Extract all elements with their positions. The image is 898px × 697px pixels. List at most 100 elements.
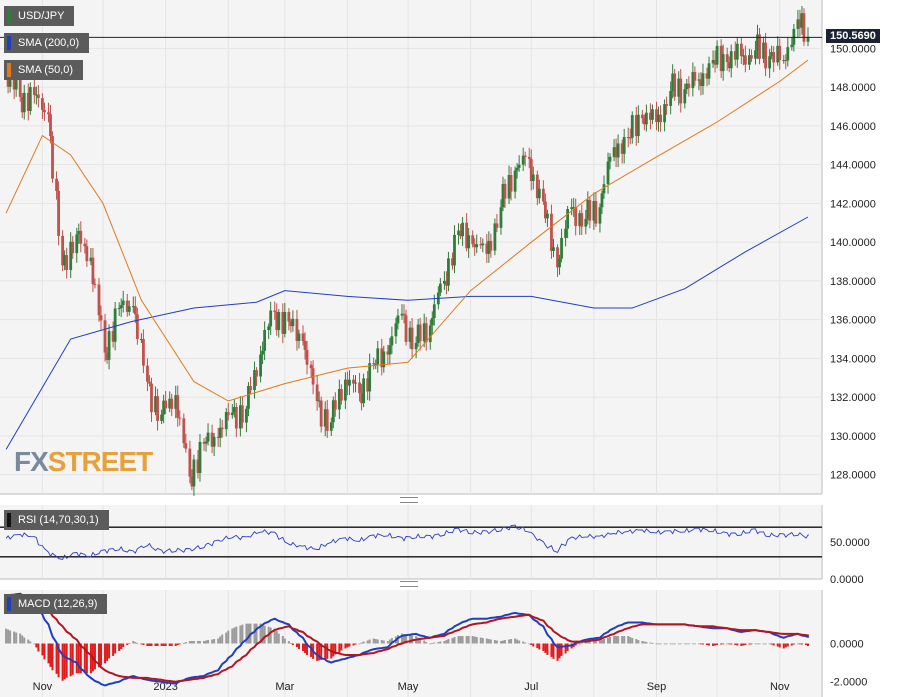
- macd-histogram-bar: [613, 636, 616, 644]
- macd-histogram-bar: [277, 633, 280, 644]
- candle-body: [711, 60, 715, 64]
- macd-histogram-bar: [556, 643, 559, 661]
- candle-body: [408, 327, 412, 342]
- macd-histogram-bar: [431, 643, 434, 644]
- macd-histogram-bar: [641, 641, 644, 644]
- candle-body: [800, 13, 804, 28]
- symbol-tag[interactable]: USD/JPY: [4, 6, 75, 26]
- candle-body: [192, 459, 196, 487]
- candle-body: [513, 170, 517, 192]
- candle-body: [230, 412, 234, 416]
- candle-body: [806, 36, 810, 42]
- macd-histogram-bar: [334, 643, 337, 655]
- macd-histogram-bar: [530, 643, 533, 645]
- candle-body: [467, 235, 471, 249]
- macd-histogram-bar: [621, 636, 624, 644]
- macd-histogram-bar: [318, 643, 321, 661]
- macd-histogram-bar: [693, 643, 696, 645]
- macd-histogram-bar: [645, 642, 648, 644]
- candles: [6, 6, 810, 496]
- macd-histogram-bar: [499, 641, 502, 644]
- macd-histogram-bar: [75, 643, 78, 674]
- macd-histogram-bar: [122, 643, 125, 647]
- macd-histogram-bar: [57, 643, 60, 678]
- candle-body: [111, 331, 115, 342]
- sma200-tag[interactable]: SMA (200,0): [4, 33, 90, 53]
- candle-body: [354, 382, 357, 384]
- candle-body: [665, 104, 668, 106]
- candle-body: [445, 280, 448, 286]
- macd-histogram-bar: [287, 641, 290, 644]
- macd-histogram-bar: [627, 636, 630, 644]
- candle-body: [594, 201, 598, 224]
- candle-body: [552, 247, 555, 252]
- macd-histogram-bar: [800, 643, 803, 645]
- macd-histogram-bar: [33, 643, 36, 645]
- candle-body: [669, 91, 673, 106]
- candle-body: [380, 348, 384, 368]
- candle-body: [517, 164, 521, 168]
- rsi-pane-resize-handle[interactable]: [400, 497, 418, 503]
- candle-body: [410, 327, 414, 350]
- candle-body: [160, 414, 163, 421]
- rsi-tag[interactable]: RSI (14,70,30,1): [4, 510, 109, 530]
- macd-histogram-bar: [453, 637, 456, 644]
- candle-body: [41, 98, 44, 110]
- candle-body: [362, 378, 365, 404]
- candle-body: [776, 45, 780, 63]
- macd-pane-resize-handle[interactable]: [400, 581, 418, 587]
- price-y-tick-label: 136.0000: [830, 315, 876, 327]
- macd-histogram-bar: [354, 643, 357, 645]
- macd-histogram-bar: [134, 642, 137, 644]
- macd-histogram-bar: [487, 639, 490, 644]
- macd-histogram-bar: [63, 643, 66, 680]
- macd-histogram-bar: [508, 639, 511, 644]
- macd-histogram-bar: [156, 643, 159, 646]
- macd-histogram-bar: [255, 623, 258, 644]
- rsi-y-tick-label: 0.0000: [830, 574, 864, 586]
- candle-body: [245, 408, 248, 423]
- candle-body: [297, 333, 301, 341]
- macd-histogram-bar: [368, 639, 371, 644]
- macd-histogram-bar: [132, 641, 135, 644]
- candle-body: [683, 89, 687, 104]
- candle-body: [273, 310, 277, 312]
- macd-y-tick-label: 0.0000: [830, 639, 864, 651]
- macd-histogram-bar: [352, 643, 355, 646]
- candle-body: [255, 370, 258, 377]
- candle-body: [790, 44, 794, 48]
- macd-histogram-bar: [162, 643, 165, 646]
- sma50-tag[interactable]: SMA (50,0): [4, 60, 84, 80]
- sma50-color-swatch: [7, 63, 11, 77]
- macd-histogram-bar: [425, 642, 428, 644]
- candle-body: [142, 338, 145, 366]
- macd-histogram-bar: [182, 643, 185, 644]
- macd-histogram-bar: [677, 643, 680, 645]
- candle-body: [556, 247, 559, 268]
- rsi-y-tick-label: 50.0000: [830, 537, 870, 549]
- macd-histogram-bar: [136, 643, 139, 644]
- macd-histogram-bar: [227, 630, 230, 644]
- candle-body: [204, 441, 208, 444]
- macd-histogram-bar: [538, 643, 541, 650]
- logo-street: STREET: [47, 446, 153, 477]
- macd-histogram-bar: [275, 631, 278, 644]
- candle-body: [22, 92, 26, 113]
- macd-histogram-bar: [205, 640, 208, 644]
- candle-body: [758, 34, 761, 59]
- candle-body: [479, 244, 483, 246]
- candle-body: [572, 207, 576, 209]
- macd-tag[interactable]: MACD (12,26,9): [4, 594, 108, 614]
- macd-histogram-bar: [592, 641, 595, 644]
- candle-body: [148, 381, 151, 384]
- candle-body: [602, 184, 606, 194]
- macd-histogram-bar: [778, 643, 781, 648]
- macd-histogram-bar: [332, 643, 335, 657]
- rsi-line: [5, 524, 809, 561]
- candle-body: [487, 240, 491, 254]
- candle-body: [707, 63, 711, 79]
- candle-body: [578, 213, 582, 227]
- macd-histogram-bar: [297, 643, 300, 649]
- candle-body: [57, 190, 60, 236]
- macd-histogram-bar: [542, 643, 545, 651]
